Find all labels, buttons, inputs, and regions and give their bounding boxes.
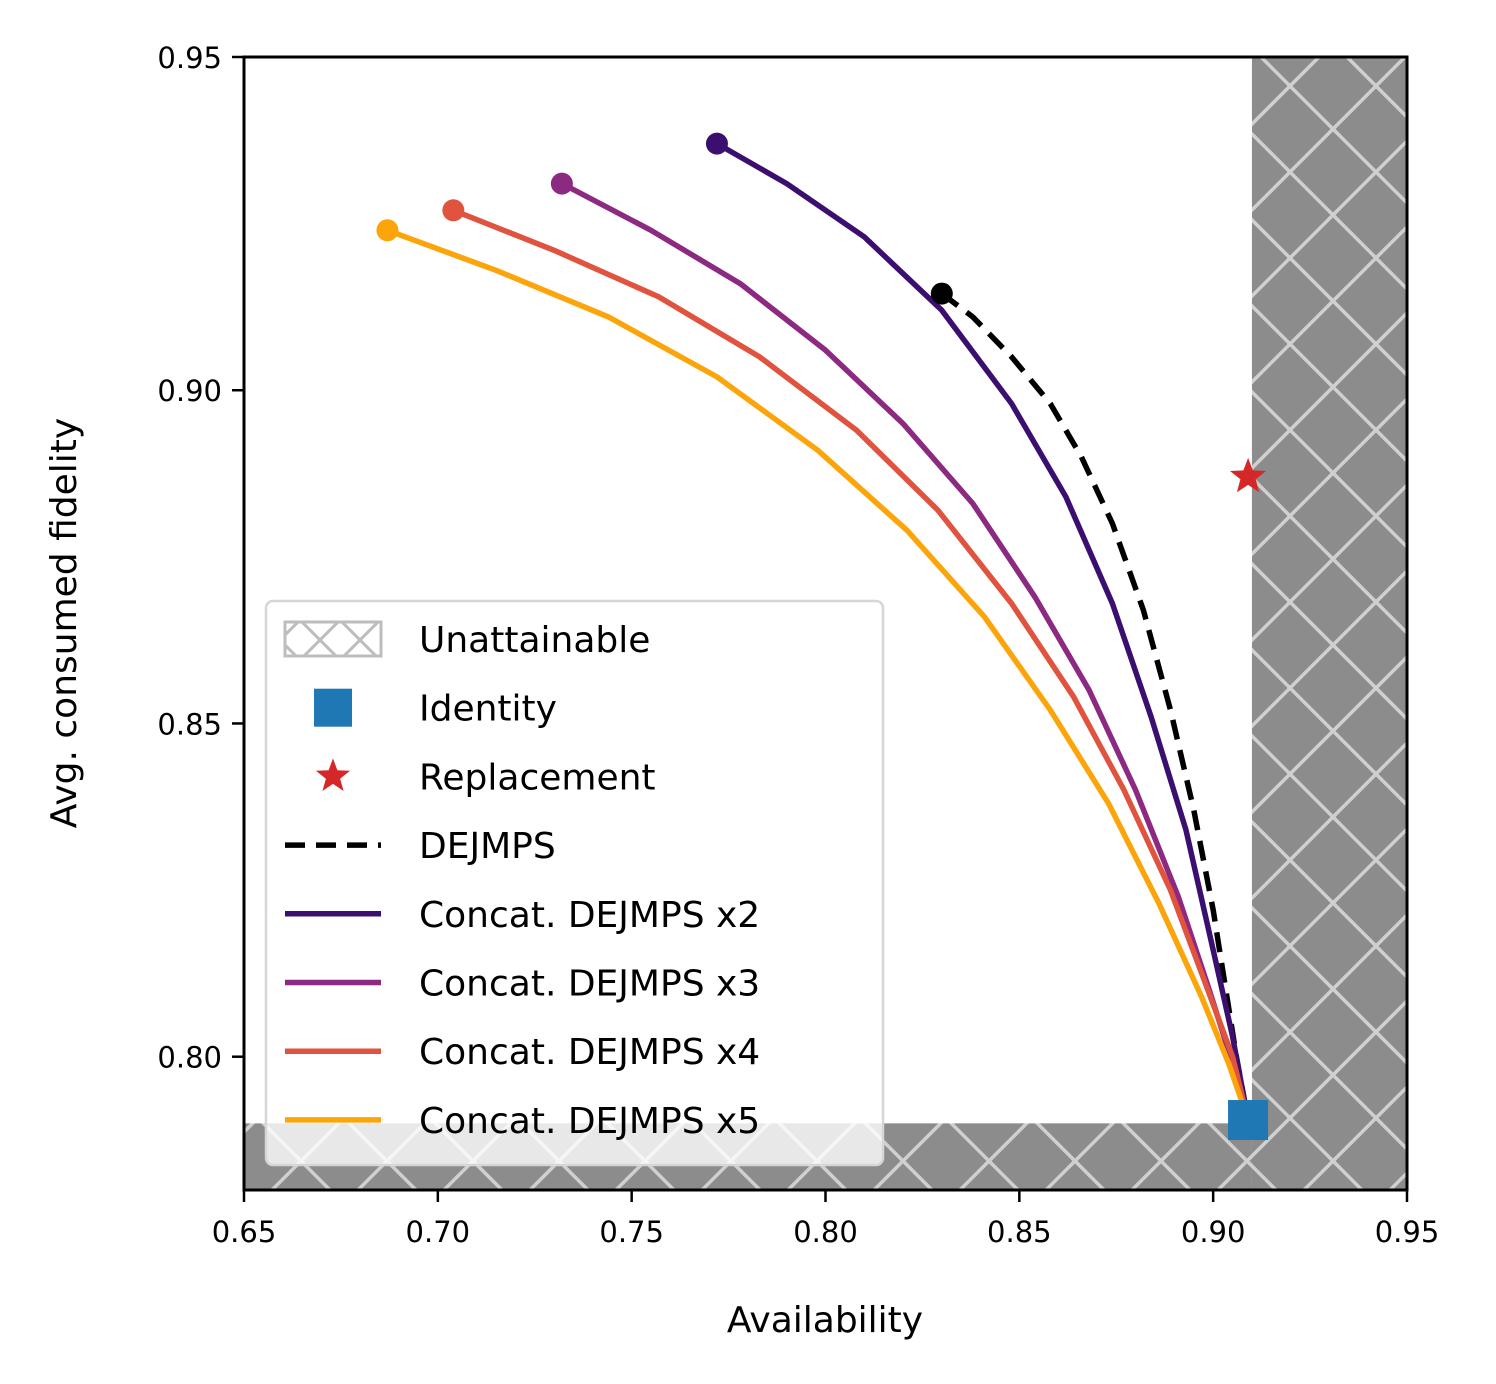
x-tick-label: 0.80 [793,1215,858,1249]
legend: Unattainable Identity Replacement DEJMPS Con… [264,599,885,1167]
legend-label: Replacement [419,757,656,798]
series-line-1 [940,291,1251,1121]
series-layer [386,141,1251,1121]
y-tick-label: 0.95 [157,41,222,75]
replacement-point-marker [1230,457,1267,493]
legend-label: Unattainable [419,620,650,661]
legend-box [264,599,885,1167]
x-axis: 0.65 0.70 0.75 0.80 0.85 0.90 0.95 [212,1190,1440,1249]
y-tick-label: 0.90 [157,374,222,408]
series-endpoint-marker-5 [376,219,399,242]
unattainable-region-right [1251,57,1407,1190]
series-endpoint-marker-2 [705,132,728,155]
y-tick-label: 0.80 [157,1041,222,1075]
legend-label: Identity [419,689,557,730]
series-line-4 [452,207,1251,1121]
identity-point-marker [1228,1100,1269,1141]
x-tick-label: 0.95 [1375,1215,1440,1249]
x-tick-label: 0.65 [212,1215,277,1249]
series-line-5 [386,227,1251,1121]
x-tick-label: 0.75 [599,1215,664,1249]
x-tick-label: 0.90 [1181,1215,1246,1249]
x-tick-label: 0.70 [406,1215,471,1249]
legend-replacement-marker [315,758,351,791]
legend-label: Concat. DEJMPS x3 [419,964,760,1005]
legend-label: DEJMPS [419,826,556,867]
series-endpoint-marker-4 [442,199,465,222]
y-axis: 0.80 0.85 0.90 0.95 [157,41,244,1075]
x-tick-label: 0.85 [987,1215,1052,1249]
series-endpoint-marker-3 [550,172,573,195]
x-axis-label: Availability [727,1300,923,1341]
series-endpoint-marker-1 [930,282,953,305]
legend-label: Concat. DEJMPS x5 [419,1101,760,1142]
legend-unattainable-swatch [283,620,383,658]
legend-identity-marker [314,688,352,727]
legend-label: Concat. DEJMPS x4 [419,1032,760,1073]
series-line-2 [715,141,1251,1121]
y-tick-label: 0.85 [157,707,222,741]
points-layer [376,132,1269,1141]
legend-label: Concat. DEJMPS x2 [419,895,760,936]
y-axis-label: Avg. consumed fidelity [44,418,85,828]
